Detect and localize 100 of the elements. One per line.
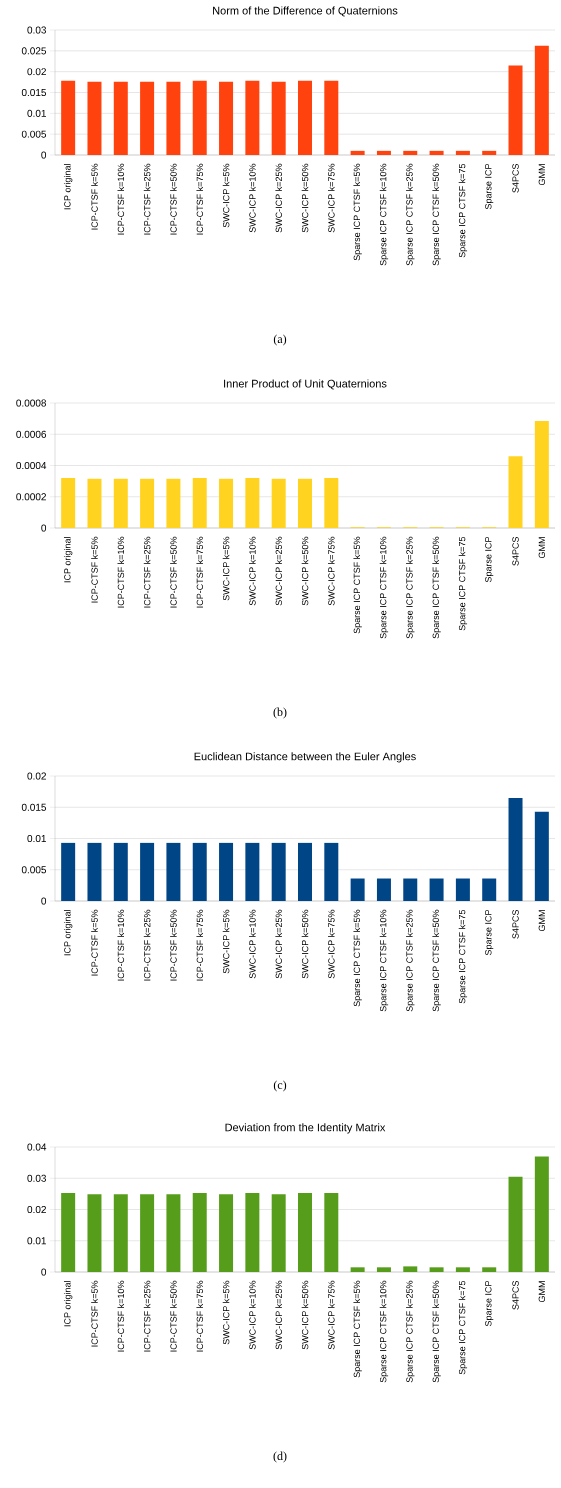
x-tick-label: SWC-ICP k=10% (249, 163, 256, 233)
y-tick-label: 0.015 (21, 803, 47, 811)
y-tick-label: 0.025 (21, 47, 47, 55)
bar (61, 1192, 76, 1273)
x-tick-label: GMM (538, 164, 546, 186)
x-tick-label: ICP-CTSF k=10% (117, 163, 125, 235)
x-tick-label: S4PCS (512, 909, 519, 939)
x-tick-label: SWC-ICP k=50% (301, 909, 309, 979)
x-tick-label: Sparse ICP CTSF k=5% (353, 909, 362, 1007)
x-tick-label: Sparse ICP CTSF k=50% (432, 163, 441, 266)
bar (271, 478, 286, 529)
x-tick-label: Sparse ICP (485, 537, 494, 583)
bar (192, 842, 207, 902)
x-tick-label: ICP-CTSF k=10% (117, 536, 125, 608)
y-tick-label: 0.0002 (16, 493, 46, 501)
bar (245, 478, 260, 529)
bar (166, 842, 181, 902)
y-tick-label: 0.0006 (16, 430, 47, 438)
bar (508, 65, 523, 156)
text: (c) (273, 1080, 287, 1092)
chart-title: Inner Product of Unit Quaternions (224, 379, 387, 390)
bar (482, 878, 497, 902)
bar (350, 878, 365, 902)
bar (403, 150, 418, 156)
bar (376, 878, 391, 902)
x-tick-label: Sparse ICP CTSF k=75 (458, 536, 468, 631)
y-tick-label: 0.005 (21, 130, 47, 138)
bar (455, 878, 470, 902)
x-tick-label: ICP original (63, 164, 73, 210)
x-tick-label: Sparse ICP CTSF k=10% (379, 1280, 389, 1383)
bar (140, 478, 155, 529)
y-tick-label: 0 (41, 151, 47, 159)
y-tick-label: 0.01 (27, 1237, 46, 1245)
bar (429, 150, 444, 156)
x-tick-label: SWC-ICP k=5% (222, 163, 230, 228)
x-tick-label: S4PCS (512, 1280, 519, 1310)
x-tick-label: GMM (538, 910, 546, 932)
y-tick-label: 0.01 (27, 834, 46, 843)
bar (87, 1194, 102, 1273)
x-tick-label: SWC-ICP k=5% (222, 536, 230, 601)
bar (219, 842, 234, 902)
x-tick-label: ICP-CTSF k=75% (196, 163, 204, 235)
x-tick-label: ICP-CTSF k=50% (170, 536, 177, 608)
bar (140, 1194, 155, 1273)
x-tick-label: Sparse ICP CTSF k=25% (406, 163, 415, 266)
x-tick-label: S4PCS (512, 536, 519, 566)
chart-title: Euclidean Distance between the Euler Angles (194, 752, 416, 763)
x-tick-label: SWC-ICP k=75% (328, 536, 335, 606)
bar (245, 842, 260, 902)
bar (429, 1267, 444, 1273)
bar (166, 81, 181, 156)
bar (219, 478, 234, 529)
x-tick-label: SWC-ICP k=10% (249, 909, 256, 979)
bar (113, 81, 128, 156)
bar (87, 478, 102, 529)
x-tick-label: SWC-ICP k=75% (328, 163, 335, 233)
y-tick-label: 0 (41, 1268, 47, 1276)
bar (534, 1156, 549, 1273)
bar (324, 1192, 339, 1273)
x-tick-label: SWC-ICP k=25% (275, 1280, 282, 1350)
x-tick-label: S4PCS (512, 163, 519, 193)
chart-title: Deviation from the Identity Matrix (225, 1123, 386, 1134)
chart-title: Norm of the Difference of Quaternions (213, 6, 398, 17)
x-tick-label: ICP-CTSF k=25% (143, 163, 151, 235)
x-tick-label: Sparse ICP CTSF k=50% (432, 1280, 441, 1383)
bar (376, 150, 391, 156)
x-tick-label: Sparse ICP CTSF k=75 (458, 1280, 468, 1375)
bar (298, 80, 312, 156)
x-tick-label: Sparse ICP CTSF k=50% (432, 909, 441, 1012)
bar (113, 842, 128, 902)
bar (508, 1176, 523, 1273)
bar (219, 81, 234, 156)
bar (298, 842, 312, 902)
y-tick-label: 0.02 (27, 1205, 46, 1214)
y-tick-label: 0.04 (27, 1143, 47, 1151)
x-tick-label: SWC-ICP k=10% (249, 1280, 256, 1350)
x-tick-label: Sparse ICP CTSF k=5% (353, 1280, 362, 1378)
bar (350, 1267, 365, 1273)
x-tick-label: SWC-ICP k=5% (222, 1280, 230, 1345)
bar (482, 1267, 497, 1273)
y-tick-label: 0 (41, 897, 47, 905)
bar (245, 80, 260, 156)
x-tick-label: ICP-CTSF k=50% (170, 909, 177, 981)
x-tick-label: SWC-ICP k=50% (301, 163, 309, 233)
y-tick-label: 0.02 (27, 68, 46, 76)
bar (140, 81, 155, 156)
bar (61, 842, 76, 902)
bar (350, 150, 365, 156)
bar (87, 81, 102, 156)
bar (534, 420, 549, 529)
bar (113, 1194, 128, 1273)
bar (192, 80, 207, 156)
x-tick-label: GMM (538, 1281, 546, 1303)
bar (192, 478, 207, 529)
x-tick-label: Sparse ICP CTSF k=10% (379, 909, 389, 1012)
bar (508, 797, 523, 902)
x-tick-label: SWC-ICP k=75% (328, 1280, 335, 1350)
y-tick-label: 0.0004 (16, 461, 47, 470)
x-tick-label: ICP-CTSF k=10% (117, 1280, 125, 1352)
y-tick-label: 0.02 (27, 772, 46, 780)
